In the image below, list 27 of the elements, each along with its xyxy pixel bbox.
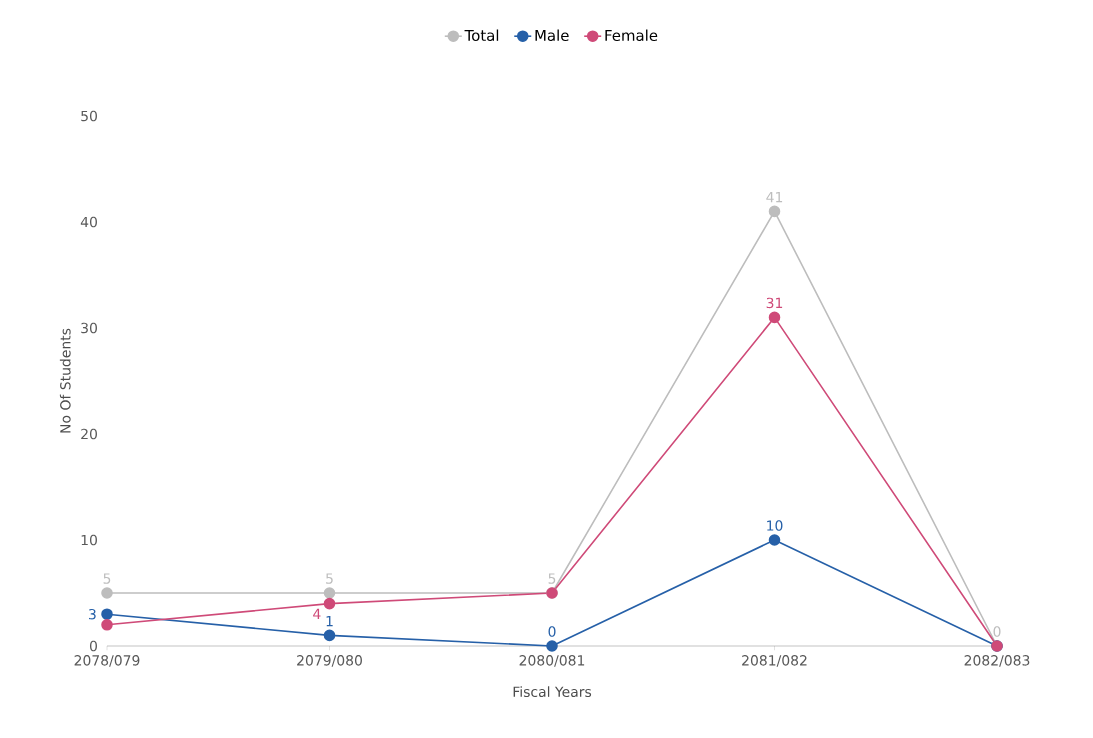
y-tick-label: 30 — [81, 322, 97, 334]
x-tick-label: 2082/083 — [964, 655, 1030, 667]
data-label: 0 — [548, 626, 556, 637]
data-label: 41 — [766, 192, 783, 203]
data-label: 31 — [766, 297, 783, 309]
y-tick-label: 10 — [81, 534, 97, 546]
legend-label: Total — [464, 29, 499, 42]
x-tick-label: 2081/082 — [742, 655, 807, 667]
x-tick-label: 2080/081 — [519, 655, 585, 667]
data-label: 5 — [103, 573, 111, 584]
data-label: 10 — [767, 520, 783, 531]
y-tick-label: 20 — [81, 428, 97, 440]
data-label: 5 — [548, 573, 556, 584]
data-label: 1 — [326, 616, 333, 627]
y-tick-label: 0 — [89, 640, 97, 652]
legend-label: Male — [535, 29, 569, 42]
x-tick-label: 2078/079 — [74, 655, 140, 667]
y-axis-title: No Of Students — [59, 328, 71, 433]
y-tick-label: 50 — [81, 110, 97, 122]
x-axis-title: Fiscal Years — [513, 686, 592, 698]
data-label: 4 — [313, 608, 321, 619]
x-tick-label: 2079/080 — [297, 655, 362, 667]
data-label: 5 — [326, 573, 333, 584]
legend-label: Female — [605, 29, 658, 42]
data-label: 0 — [993, 626, 1001, 637]
data-label: 3 — [89, 608, 96, 620]
y-tick-label: 40 — [80, 216, 97, 228]
